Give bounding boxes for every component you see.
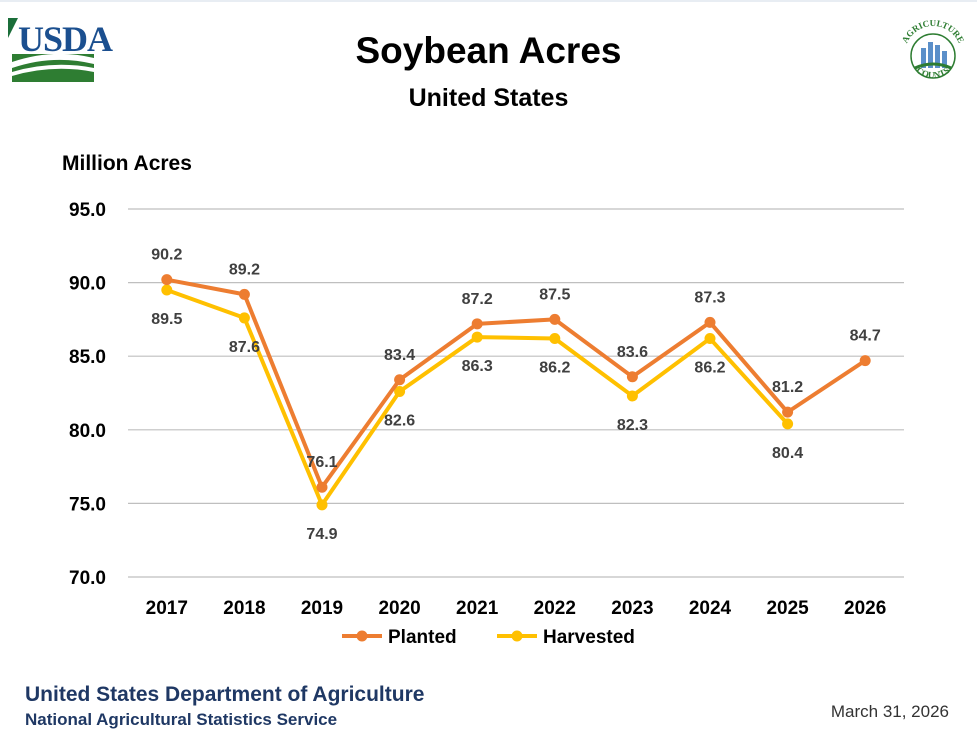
data-labels: 90.2 89.2 76.1 83.4 87.2 87.5 83.6 87.3 81.2 84.7… [151,247,881,543]
usda-logo-graphic [8,18,94,82]
data-point-planted [859,355,871,367]
x-tick-label: 2026 [844,598,886,619]
x-tick-label: 2021 [456,598,499,619]
data-point-harvested [394,386,406,398]
data-point-harvested [471,331,483,343]
usda-logo-text: USDA [18,19,113,59]
data-label-planted: 81.2 [772,379,803,396]
footer-agency: National Agricultural Statistics Service [25,710,338,729]
top-accent-bar [0,0,977,2]
x-tick-label: 2018 [223,598,265,619]
data-label-planted: 83.4 [384,347,415,364]
data-label-harvested: 86.3 [462,358,493,375]
data-point-harvested [161,284,173,296]
y-tick-label: 70.0 [69,568,106,589]
y-tick-label: 90.0 [69,274,106,295]
footer-department: United States Department of Agriculture [25,683,425,706]
data-label-harvested: 86.2 [539,360,570,377]
x-tick-label: 2023 [611,598,653,619]
chart-subtitle: United States [408,84,569,112]
data-point-planted [549,313,561,325]
x-tick-label: 2025 [766,598,809,619]
legend-swatch-marker [511,630,523,642]
y-tick-label: 75.0 [69,494,106,515]
data-label-planted: 90.2 [151,247,182,264]
x-tick-label: 2024 [689,598,732,619]
data-label-planted: 87.2 [462,291,493,308]
y-tick-label: 80.0 [69,421,106,442]
data-point-planted [782,406,794,418]
data-label-planted: 83.6 [617,344,648,361]
data-point-harvested [704,333,716,345]
data-point-harvested [626,390,638,402]
agriculture-counts-seal: AGRICULTURE COUNTS [900,18,967,80]
footer-date: March 31, 2026 [830,702,949,721]
data-label-harvested: 80.4 [772,445,803,462]
y-tick-label: 95.0 [69,200,106,221]
y-axis-label: Million Acres [62,152,192,175]
data-label-harvested: 89.5 [151,311,182,328]
data-label-planted: 84.7 [850,328,881,345]
data-point-planted [394,374,406,386]
data-point-planted [626,371,638,383]
data-label-harvested: 86.2 [694,360,725,377]
data-point-harvested [316,499,328,511]
x-tick-label: 2017 [146,598,188,619]
data-point-harvested [782,418,794,430]
series-line-planted [166,277,867,490]
data-point-planted [704,316,716,328]
chart-title: Soybean Acres [355,30,622,71]
legend-label: Harvested [543,627,635,648]
data-label-harvested: 74.9 [306,526,337,543]
usda-logo: USDA [8,18,113,84]
data-point-planted [238,288,250,300]
data-label-harvested: 87.6 [229,339,260,356]
legend: Planted Harvested [342,627,635,648]
legend-label: Planted [388,627,457,648]
gridlines [128,208,904,578]
series-lines [161,274,871,511]
x-tick-label: 2019 [301,598,343,619]
data-point-planted [161,274,173,286]
agriculture-counts-logo: AGRICULTURE COUNTS [893,14,973,94]
y-tick-label: 85.0 [69,347,106,368]
x-tick-label: 2020 [378,598,420,619]
data-label-planted: 89.2 [229,261,260,278]
data-point-harvested [549,333,561,345]
x-tick-label: 2022 [534,598,576,619]
svg-text:COUNTS: COUNTS [915,65,952,80]
data-point-planted [471,318,483,330]
legend-swatch-marker [356,630,368,642]
y-tick-labels: 70.0 75.0 80.0 85.0 90.0 95.0 [69,200,106,589]
x-tick-labels: 2017 2018 2019 2020 2021 2022 2023 2024 2025 2026 [146,598,887,619]
data-point-planted [316,481,328,493]
data-label-planted: 87.3 [694,289,725,306]
data-point-harvested [238,312,250,324]
data-label-harvested: 82.6 [384,413,415,430]
data-label-planted: 87.5 [539,286,570,303]
data-label-planted: 76.1 [306,454,337,471]
data-label-harvested: 82.3 [617,417,648,434]
